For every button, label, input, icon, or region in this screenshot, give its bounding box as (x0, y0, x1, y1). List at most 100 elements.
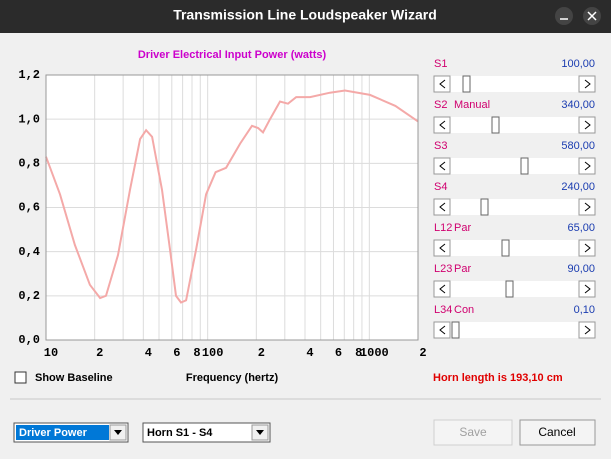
arrow-icon (439, 79, 446, 89)
arrow-icon (439, 161, 446, 171)
cancel-label: Cancel (538, 425, 575, 439)
scroll-right[interactable] (578, 280, 596, 298)
arrow-icon (584, 243, 591, 253)
x-tick-label: 2 (96, 346, 103, 360)
slider-mode: Par (454, 222, 471, 234)
x-axis-label: Frequency (hertz) (186, 372, 279, 384)
scroll-right[interactable] (578, 157, 596, 175)
slider-track (434, 76, 595, 92)
x-tick-label: 8 (193, 346, 200, 360)
arrow-icon (439, 243, 446, 253)
slider-value: 580,00 (561, 140, 595, 152)
minimize-button[interactable] (555, 7, 573, 25)
arrow-icon (439, 120, 446, 130)
x-tick-label: 4 (306, 346, 313, 360)
save-label: Save (459, 425, 487, 439)
slider-thumb[interactable] (480, 198, 489, 216)
scroll-left[interactable] (433, 157, 451, 175)
checkbox[interactable] (14, 371, 27, 384)
slider-label: S1 (434, 58, 447, 70)
dropdown-text: Driver Power (19, 427, 88, 439)
scroll-left[interactable] (433, 239, 451, 257)
slider-value: 90,00 (567, 263, 595, 275)
slider-label: L12 (434, 222, 452, 234)
scroll-left[interactable] (433, 116, 451, 134)
slider-label: S4 (434, 181, 447, 193)
slider-thumb[interactable] (520, 157, 529, 175)
status-text: Horn length is 193,10 cm (433, 372, 563, 384)
x-tick-label: 1000 (360, 346, 389, 360)
slider-thumb[interactable] (505, 280, 514, 298)
y-tick-label: 0,8 (18, 157, 40, 171)
dropdown[interactable] (142, 422, 271, 443)
slider-track (434, 117, 595, 133)
slider-value: 65,00 (567, 222, 595, 234)
x-tick-label: 4 (145, 346, 152, 360)
slider-value: 240,00 (561, 181, 595, 193)
close-icon (587, 11, 597, 21)
x-tick-label: 100 (202, 346, 224, 360)
arrow-icon (256, 430, 264, 435)
slider-label: S3 (434, 140, 447, 152)
slider-mode: Par (454, 263, 471, 275)
scroll-right[interactable] (578, 239, 596, 257)
slider-mode: Con (454, 304, 474, 316)
slider-label: L23 (434, 263, 452, 275)
slider-value: 0,10 (574, 304, 595, 316)
slider-value: 100,00 (561, 58, 595, 70)
arrow-icon (584, 120, 591, 130)
dropdown-selection (16, 425, 109, 440)
plot-border (45, 74, 419, 341)
data-line (45, 89, 419, 304)
scroll-left[interactable] (433, 321, 451, 339)
x-tick-label: 10 (44, 346, 58, 360)
scroll-left[interactable] (433, 75, 451, 93)
y-tick-label: 0,6 (18, 201, 40, 215)
slider-thumb[interactable] (501, 239, 510, 257)
arrow-icon (584, 284, 591, 294)
y-tick-label: 0,0 (18, 333, 40, 347)
x-tick-label: 8 (355, 346, 362, 360)
x-tick-label: 2 (258, 346, 265, 360)
slider-label: L34 (434, 304, 452, 316)
cancel-button[interactable] (519, 419, 596, 446)
slider-track (434, 322, 595, 338)
arrow-icon (439, 284, 446, 294)
slider-thumb[interactable] (451, 321, 460, 339)
arrow-icon (439, 325, 446, 335)
slider-label: S2 (434, 99, 447, 111)
slider-thumb[interactable] (491, 116, 500, 134)
window-title: Transmission Line Loudspeaker Wizard (173, 7, 437, 23)
arrow-icon (439, 202, 446, 212)
scroll-right[interactable] (578, 321, 596, 339)
scroll-right[interactable] (578, 198, 596, 216)
y-tick-label: 0,2 (18, 289, 40, 303)
checkbox-label[interactable]: Show Baseline (35, 372, 113, 384)
slider-track (434, 158, 595, 174)
slider-value: 340,00 (561, 99, 595, 111)
arrow-icon (114, 430, 122, 435)
slider-thumb[interactable] (462, 75, 471, 93)
arrow-icon (584, 202, 591, 212)
chart-title: Driver Electrical Input Power (watts) (138, 49, 327, 61)
arrow-icon (584, 325, 591, 335)
save-button[interactable] (433, 419, 513, 446)
scroll-left[interactable] (433, 280, 451, 298)
slider-track (434, 240, 595, 256)
y-tick-label: 1,2 (18, 68, 40, 82)
x-tick-label: 6 (173, 346, 180, 360)
slider-track (434, 281, 595, 297)
scroll-right[interactable] (578, 116, 596, 134)
slider-mode: Manual (454, 99, 490, 111)
y-tick-label: 1,0 (18, 112, 40, 126)
arrow-icon (584, 161, 591, 171)
slider-track (434, 199, 595, 215)
x-tick-label: 6 (335, 346, 342, 360)
scroll-right[interactable] (578, 75, 596, 93)
scroll-left[interactable] (433, 198, 451, 216)
x-tick-label: 2 (419, 346, 426, 360)
y-tick-label: 0,4 (18, 245, 40, 259)
title-bar (0, 0, 611, 33)
